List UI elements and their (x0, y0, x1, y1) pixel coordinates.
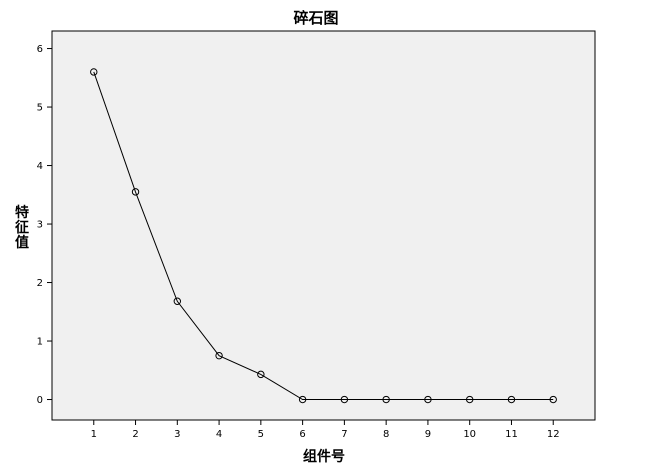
y-ticks: 0 1 2 3 4 5 6 (37, 44, 52, 406)
eigenvalue-line (93, 71, 554, 400)
y-tick-label: 0 (37, 395, 43, 406)
x-ticks: 1 2 3 4 5 6 7 8 9 10 11 12 (91, 420, 560, 440)
data-point (549, 395, 557, 404)
x-tick-label: 6 (299, 429, 305, 440)
x-tick-label: 1 (91, 429, 97, 440)
x-tick-label: 3 (174, 429, 180, 440)
y-tick-label: 1 (37, 337, 43, 348)
data-point (424, 395, 432, 404)
y-axis-label-char-3: 值 (15, 234, 29, 251)
data-point (382, 395, 390, 404)
data-point (298, 395, 307, 404)
x-tick-label: 2 (132, 429, 138, 440)
x-tick-label: 8 (383, 429, 389, 440)
y-tick-label: 6 (37, 44, 43, 55)
x-tick-label: 9 (425, 429, 431, 440)
data-point (215, 351, 223, 360)
y-tick-label: 3 (37, 220, 43, 231)
x-tick-label: 5 (258, 429, 264, 440)
x-axis-label: 组件号 (303, 448, 345, 465)
series (90, 68, 557, 404)
data-point (257, 370, 265, 379)
x-tick-label: 12 (547, 429, 560, 440)
chart-title: 碎石图 (293, 9, 338, 27)
y-axis-label-char-2: 征 (15, 219, 29, 236)
data-point (507, 395, 516, 404)
plot-area (51, 30, 596, 421)
y-tick-label: 2 (37, 278, 43, 289)
data-point (131, 188, 140, 196)
x-tick-label: 10 (463, 429, 476, 440)
y-tick-label: 4 (37, 161, 43, 172)
x-tick-label: 11 (505, 429, 518, 440)
x-tick-label: 7 (341, 429, 347, 440)
data-point (173, 297, 182, 305)
data-point (90, 68, 98, 76)
y-tick-label: 5 (37, 103, 43, 114)
data-point (465, 395, 474, 404)
data-point (340, 395, 349, 404)
x-tick-label: 4 (216, 429, 222, 440)
y-axis-label: 特 征 值 (15, 204, 29, 251)
y-axis-label-char-1: 特 (15, 204, 29, 221)
